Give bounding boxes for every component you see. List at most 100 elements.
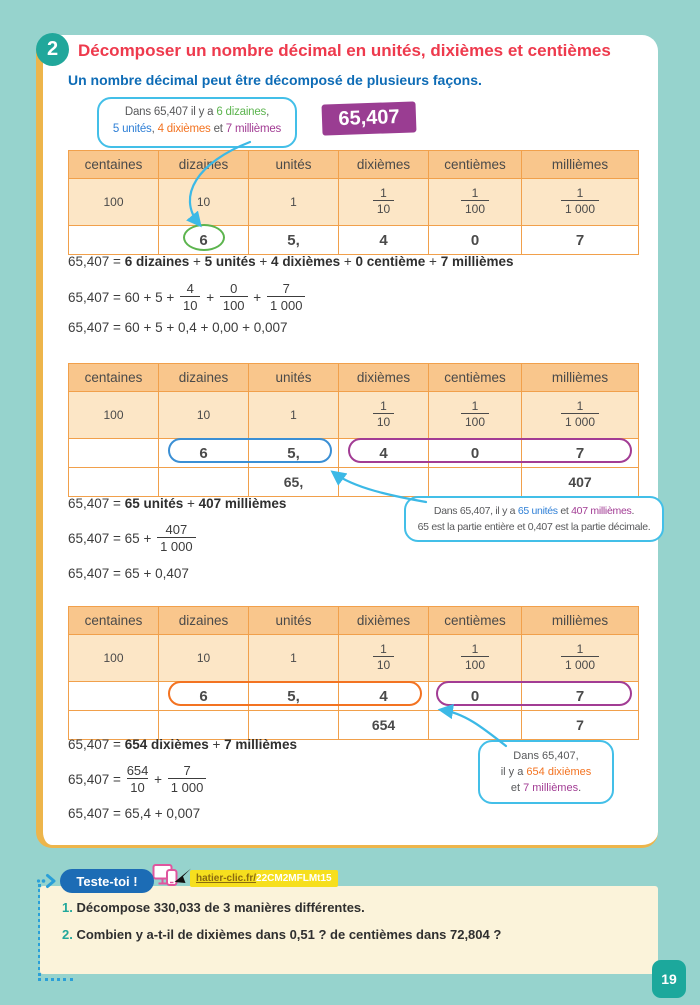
col-header-centaines: centaines	[68, 150, 159, 179]
value-cell: 10	[158, 391, 249, 439]
link-site[interactable]: hatier-clic.fr/	[196, 873, 257, 884]
speech-bubble-decomposition-3: Dans 65,407, il y a 654 dixièmes et 7 mi…	[478, 740, 614, 804]
digit-cell: 4	[338, 225, 429, 255]
fraction-cell: 1 10	[338, 634, 429, 682]
total-cell	[428, 710, 522, 740]
dotted-arrow-icon	[36, 873, 58, 894]
page-number-badge: 19	[652, 960, 686, 998]
digit-cell	[68, 438, 159, 468]
hatier-clic-link[interactable]: hatier-clic.fr/22CM2MFLMt15	[190, 870, 338, 887]
speech-bubble-decomposition-2: Dans 65,407, il y a 65 unités et 407 mil…	[404, 496, 664, 542]
col-header-dizaines: dizaines	[158, 150, 249, 179]
col-header-unites: unités	[248, 606, 339, 635]
col-header-dixiemes: dixièmes	[338, 363, 429, 392]
value-cell: 1	[248, 178, 339, 226]
place-value-table-3: centaines dizaines unités dixièmes centi…	[68, 606, 639, 740]
teste-toi-button[interactable]: Teste-toi !	[60, 869, 154, 893]
table1-header-row: centaines dizaines unités dixièmes centi…	[68, 150, 639, 179]
total-cell	[158, 467, 249, 497]
table3-header-row: centaines dizaines unités dixièmes centi…	[68, 606, 639, 635]
green-circle-highlight	[183, 224, 225, 251]
digit-cell	[68, 225, 159, 255]
col-header-dizaines: dizaines	[158, 363, 249, 392]
speech-bubble-decomposition-1: Dans 65,407 il y a 6 dizaines, 5 unités,…	[97, 97, 297, 148]
value-cell: 1	[248, 391, 339, 439]
total-cell	[158, 710, 249, 740]
col-header-dixiemes: dixièmes	[338, 150, 429, 179]
fraction-cell: 1 100	[428, 634, 522, 682]
fraction-cell: 1 100	[428, 391, 522, 439]
lesson-number: 2	[46, 38, 59, 60]
table2-header-row: centaines dizaines unités dixièmes centi…	[68, 363, 639, 392]
place-value-table-2: centaines dizaines unités dixièmes centi…	[68, 363, 639, 497]
col-header-centaines: centaines	[68, 363, 159, 392]
digit-cell: 7	[521, 225, 639, 255]
computer-and-phone-icon	[152, 862, 178, 893]
decimal-number-badge: 65,407	[321, 101, 417, 136]
lesson-intro: Un nombre décimal peut être décomposé de…	[68, 72, 482, 88]
equation-2b: 65,407 = 65 + 407 1 000	[68, 522, 198, 555]
bubble1-line1: Dans 65,407 il y a 6 dizaines,	[124, 106, 270, 118]
bubble1-line2: 5 unités, 4 dixièmes et 7 millièmes	[112, 123, 282, 135]
arrow-cursor-icon	[174, 867, 192, 889]
link-code[interactable]: 22CM2MFLMt15	[256, 873, 332, 884]
table2-total-row: 65, 407	[68, 467, 639, 497]
total-cell	[68, 710, 159, 740]
equation-2a: 65,407 = 65 unités + 407 millièmes	[68, 496, 287, 511]
value-cell: 10	[158, 634, 249, 682]
page-number: 19	[661, 971, 677, 987]
total-cell: 407	[521, 467, 639, 497]
total-cell: 65,	[248, 467, 339, 497]
digit-cell: 5,	[248, 225, 339, 255]
blue-capsule-highlight	[168, 438, 332, 463]
col-header-unites: unités	[248, 150, 339, 179]
total-cell	[428, 467, 522, 497]
bubble2-line2: 65 est la partie entière et 0,407 est la…	[417, 521, 651, 533]
purple-capsule-highlight	[436, 681, 632, 706]
place-value-table-1: centaines dizaines unités dixièmes centi…	[68, 150, 639, 255]
total-cell	[68, 467, 159, 497]
bubble3-line2: il y a 654 dixièmes	[500, 766, 592, 778]
value-cell: 100	[68, 634, 159, 682]
col-header-milliemes: millièmes	[521, 606, 639, 635]
table3-total-row: 654 7	[68, 710, 639, 740]
col-header-centaines: centaines	[68, 606, 159, 635]
digit-cell: 0	[428, 225, 522, 255]
fraction-cell: 1 10	[338, 178, 429, 226]
orange-capsule-highlight	[168, 681, 422, 706]
col-header-centiemes: centièmes	[428, 150, 522, 179]
exercise-box	[40, 886, 658, 974]
total-cell	[248, 710, 339, 740]
col-header-dizaines: dizaines	[158, 606, 249, 635]
dotted-border	[38, 884, 73, 981]
purple-capsule-highlight	[348, 438, 632, 463]
page-title: Décomposer un nombre décimal en unités, …	[78, 41, 611, 60]
digit-cell	[68, 681, 159, 711]
value-cell: 100	[68, 178, 159, 226]
value-cell: 10	[158, 178, 249, 226]
bubble2-line1: Dans 65,407, il y a 65 unités et 407 mil…	[433, 505, 635, 517]
total-cell: 7	[521, 710, 639, 740]
equation-3a: 65,407 = 654 dixièmes + 7 millièmes	[68, 737, 297, 752]
col-header-milliemes: millièmes	[521, 150, 639, 179]
exercise-question-1: 1. Décompose 330,033 de 3 manières diffé…	[62, 900, 365, 915]
total-cell	[338, 467, 429, 497]
total-cell: 654	[338, 710, 429, 740]
lesson-number-badge: 2	[36, 33, 69, 66]
bubble3-line1: Dans 65,407,	[513, 750, 579, 762]
value-cell: 1	[248, 634, 339, 682]
col-header-milliemes: millièmes	[521, 363, 639, 392]
bubble3-line3: et 7 millièmes.	[510, 782, 582, 794]
fraction-cell: 1 10	[338, 391, 429, 439]
col-header-unites: unités	[248, 363, 339, 392]
col-header-centiemes: centièmes	[428, 606, 522, 635]
col-header-centiemes: centièmes	[428, 363, 522, 392]
